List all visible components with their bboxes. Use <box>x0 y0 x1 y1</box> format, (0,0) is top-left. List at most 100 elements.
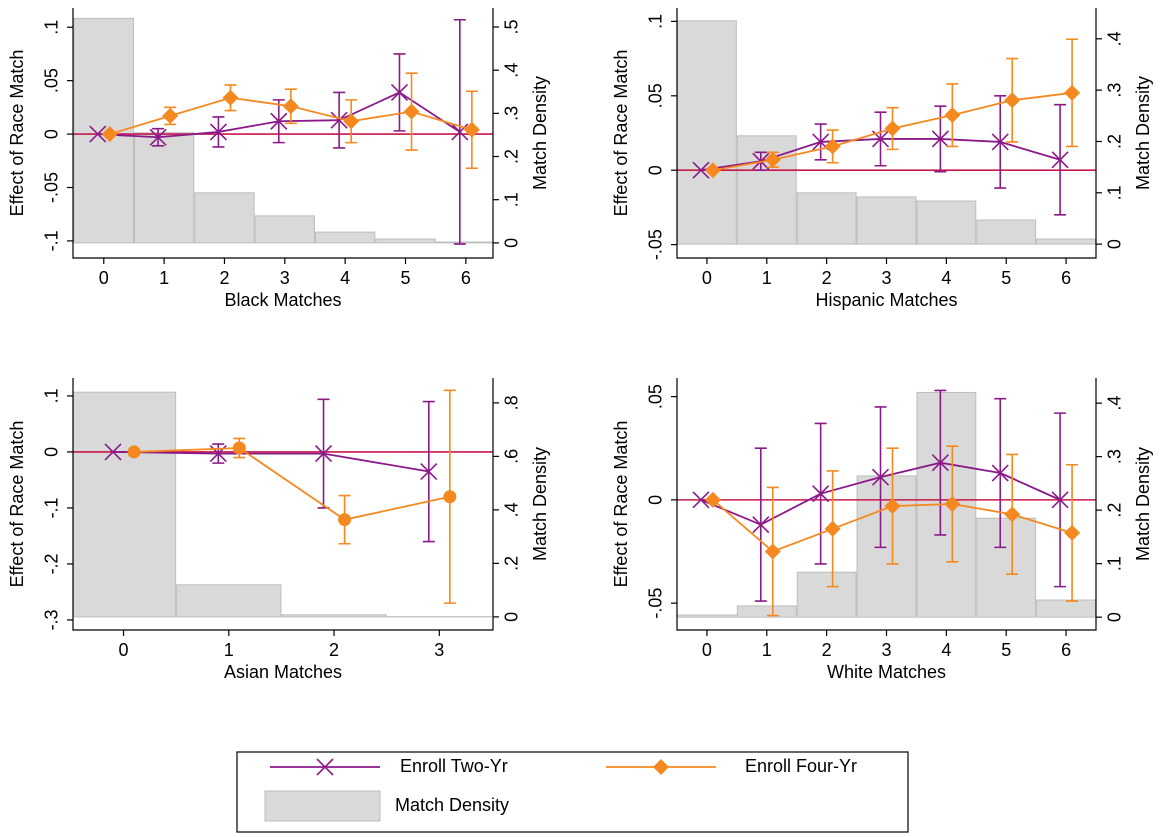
marker <box>443 490 457 504</box>
y-tick-label: -.1 <box>42 230 62 251</box>
y-axis-title: Effect of Race Match <box>7 421 27 588</box>
x-tick-label: 5 <box>1001 268 1011 288</box>
y-tick-label: .05 <box>42 68 62 93</box>
marker <box>944 107 961 124</box>
x-tick-label: 2 <box>219 268 229 288</box>
marker <box>232 441 246 455</box>
y2-tick-label: 0 <box>502 238 522 248</box>
x-tick-label: 6 <box>461 268 471 288</box>
y2-tick-label: .1 <box>502 192 522 207</box>
marker <box>764 543 781 560</box>
y2-axis-title: Match Density <box>1133 447 1153 561</box>
y-tick-label: -.2 <box>42 553 62 574</box>
y-tick-label: 0 <box>646 495 666 505</box>
marker <box>104 443 122 461</box>
bar <box>736 605 797 618</box>
bar <box>796 192 857 245</box>
bar <box>796 571 857 618</box>
marker <box>824 520 841 537</box>
bar <box>133 132 195 244</box>
y2-tick-label: .1 <box>1105 185 1125 200</box>
marker <box>931 130 949 148</box>
y-tick-label: -.05 <box>42 172 62 203</box>
y2-tick-label: .2 <box>1105 503 1125 518</box>
y2-tick-label: .8 <box>502 395 522 410</box>
bar <box>73 391 177 618</box>
marker <box>314 445 333 463</box>
y-tick-label: .05 <box>646 83 666 108</box>
y-tick-label: .1 <box>42 20 62 35</box>
x-tick-label: 1 <box>762 640 772 660</box>
y2-tick-label: .3 <box>1105 83 1125 98</box>
bar <box>176 584 282 618</box>
bar <box>677 614 737 618</box>
y2-axis-title: Match Density <box>530 447 550 561</box>
y2-axis-title: Match Density <box>530 76 550 190</box>
y-tick-label: .05 <box>646 384 666 409</box>
marker <box>692 161 710 179</box>
x-tick-label: 1 <box>224 640 234 660</box>
y2-tick-label: .2 <box>502 556 522 571</box>
bar <box>856 475 917 618</box>
marker <box>420 462 438 481</box>
y2-tick-label: .5 <box>502 19 522 34</box>
bar <box>281 614 387 618</box>
y-tick-label: 0 <box>646 165 666 175</box>
y-axis-title: Effect of Race Match <box>611 50 631 217</box>
marker <box>692 491 710 509</box>
y-tick-label: -.1 <box>42 497 62 518</box>
y-axis-title: Effect of Race Match <box>611 421 631 588</box>
y2-tick-label: .4 <box>1105 396 1125 411</box>
bar <box>73 17 134 244</box>
x-tick-label: 3 <box>881 640 891 660</box>
x-axis-title: White Matches <box>827 662 946 682</box>
marker <box>463 121 480 138</box>
y-axis-title: Effect of Race Match <box>7 50 27 217</box>
x-tick-label: 2 <box>822 640 832 660</box>
marker <box>451 123 469 141</box>
bar <box>375 238 436 244</box>
y2-tick-label: .2 <box>1105 134 1125 149</box>
marker <box>884 120 901 137</box>
marker <box>1051 491 1069 509</box>
x-tick-label: 0 <box>702 268 712 288</box>
marker <box>653 759 669 775</box>
legend-label: Enroll Four-Yr <box>745 756 857 776</box>
y-tick-label: 0 <box>42 129 62 139</box>
x-tick-label: 4 <box>340 268 350 288</box>
bar <box>677 20 737 245</box>
marker <box>127 445 141 459</box>
marker <box>1064 84 1081 101</box>
marker <box>704 491 721 508</box>
marker <box>884 498 901 515</box>
series-line <box>112 451 429 473</box>
x-tick-label: 2 <box>822 268 832 288</box>
marker <box>338 513 352 527</box>
x-tick-label: 0 <box>119 640 129 660</box>
axis-frame <box>72 8 494 259</box>
y2-tick-label: .3 <box>502 106 522 121</box>
axis-frame <box>72 378 494 631</box>
series-line <box>134 447 451 521</box>
x-tick-label: 5 <box>400 268 410 288</box>
x-tick-label: 2 <box>329 640 339 660</box>
bar <box>314 231 376 244</box>
y2-tick-label: 0 <box>502 612 522 622</box>
marker <box>991 133 1009 151</box>
bar <box>254 215 315 244</box>
x-tick-label: 3 <box>280 268 290 288</box>
bar <box>916 200 977 245</box>
x-axis-title: Hispanic Matches <box>815 290 957 310</box>
y2-tick-label: 0 <box>1105 239 1125 249</box>
y-tick-label: .1 <box>42 388 62 403</box>
marker <box>282 98 299 115</box>
y-tick-label: -.3 <box>42 609 62 630</box>
x-tick-label: 6 <box>1061 268 1071 288</box>
y2-tick-label: 0 <box>1105 612 1125 622</box>
y-tick-label: -.05 <box>646 588 666 619</box>
y-tick-label: .1 <box>646 14 666 29</box>
marker <box>270 112 288 130</box>
y2-tick-label: .4 <box>502 63 522 78</box>
bar <box>1036 238 1096 245</box>
